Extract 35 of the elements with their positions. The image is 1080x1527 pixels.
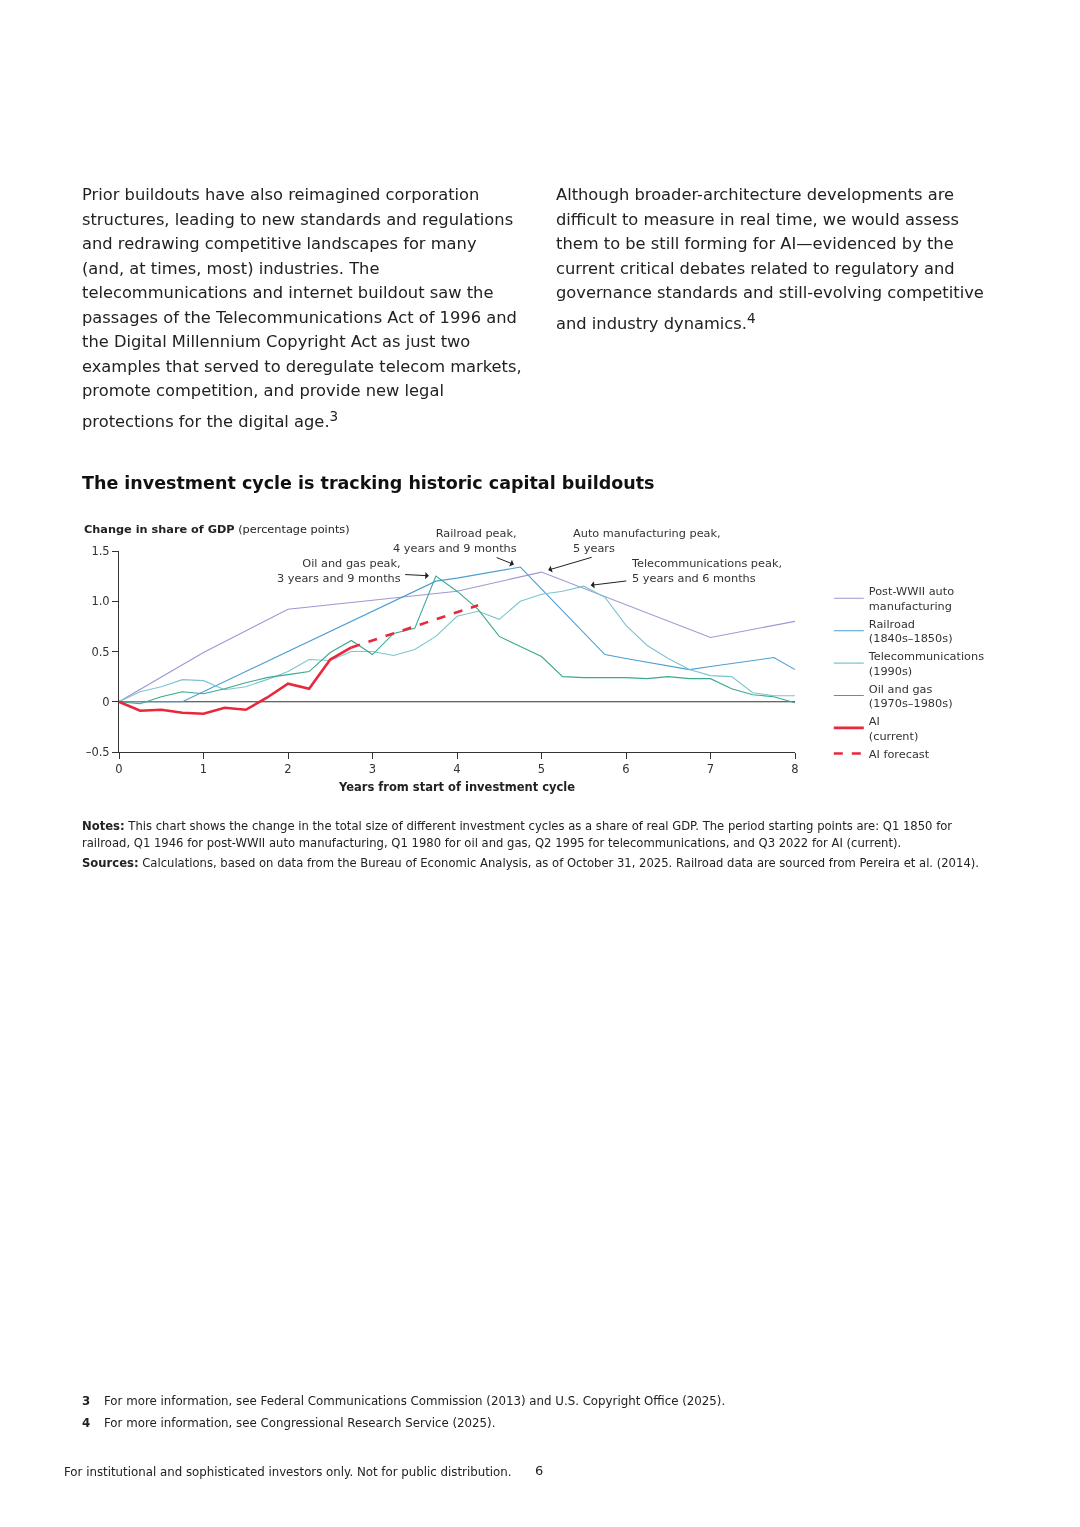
x-tick-label: 2 (284, 761, 292, 776)
y-tick-label: 0 (102, 694, 110, 709)
text: 3 For more information, see Federal Communications Commission (2013) and U.S. Copyright Office (2025). (82, 1394, 726, 1408)
x-tick-label: 6 (622, 761, 630, 776)
legend-label: Telecommunications (1990s) (867, 650, 985, 678)
annotation: Auto manufacturing peak, 5 years (573, 527, 721, 555)
annotation: Oil and gas peak, 3 years and 9 months (277, 557, 401, 585)
x-tick-label: 5 (537, 761, 546, 776)
x-tick-label: 7 (706, 761, 715, 776)
legend-label: Railroad (1840s–1850s) (868, 617, 953, 646)
y-tick-label: 0.5 (91, 644, 110, 659)
y-axis-title: Change in share of GDP (percentage points) (84, 523, 350, 536)
x-tick-label: 3 (368, 761, 377, 776)
legend-label: Oil and gas (1970s–1980s) (868, 682, 953, 711)
legend-label: AI (current) (868, 714, 919, 743)
annotation: Railroad peak, 4 years and 9 months (393, 527, 517, 555)
legend-label: Post-WWII auto manufacturing (868, 585, 955, 614)
y-tick-label: –0.5 (85, 745, 110, 760)
x-tick-label: 0 (115, 761, 123, 776)
chart-title: The investment cycle is tracking historic capital buildouts (82, 473, 655, 494)
text: 4 For more information, see Congressional Research Service (2025). (82, 1416, 496, 1430)
text: 6 (535, 1463, 544, 1478)
x-tick-label: 1 (199, 761, 208, 776)
text: Notes: This chart shows the change in the total size of different investment cycles as a share of real GDP. The period starting points are: Q1 1850 for railroad, Q1 1946 for post-WWII auto manufacturing, Q1 1980 for oil and gas, Q2 1995 for telecommunications, and Q3 2022 for AI (current). (82, 818, 954, 851)
text: Although broader-architecture developments are difficult to measure in real time, we would assess them to be still forming for AI—evidenced by the current critical debates related to regulatory and governance standards and still-evolving competitive and industry dynamics.$^{4}$ (556, 184, 985, 335)
legend-label: AI forecast (868, 747, 930, 761)
text: Prior buildouts have also reimagined corporation structures, leading to new standards and regulations and redrawing competitive landscapes for many (and, at times, most) industries. The telecommunications and internet buildout saw the passages of the Telecommunications Act of 1996 and the Digital Millennium Copyright Act as just two examples that served to deregulate telecom markets, promote competition, and provide new legal protections for the digital age.$^{3}$ (82, 185, 522, 431)
x-tick-label: 8 (791, 761, 799, 776)
text: For institutional and sophisticated investors only. Not for public distribution. (64, 1465, 512, 1479)
y-tick-label: 1.0 (91, 594, 110, 609)
source-note: Sources: Calculations, based on data from the Bureau of Economic Analysis, as of October 31, 2025. Railroad data are sourced from Pereira et al. (2014). (82, 855, 980, 872)
x-tick-label: 4 (453, 761, 461, 776)
y-tick-label: 1.5 (91, 544, 110, 559)
x-axis-title: Years from start of investment cycle (337, 780, 576, 795)
annotation: Telecommunications peak, 5 years and 6 months (631, 557, 783, 585)
